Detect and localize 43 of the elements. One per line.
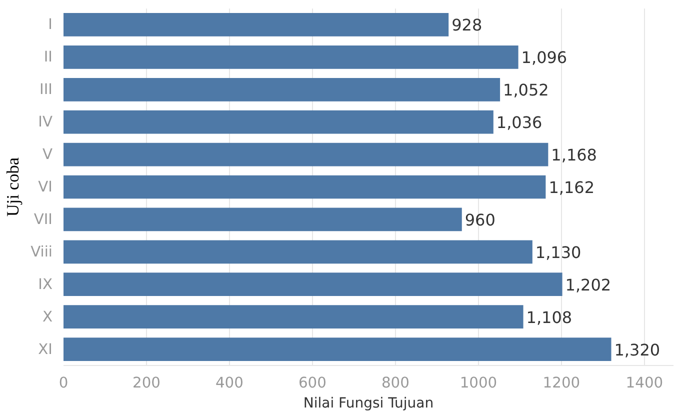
bar — [64, 240, 532, 264]
data-label: 1,052 — [503, 80, 549, 100]
x-tick-label: 1000 — [460, 374, 498, 392]
x-tick-label: 800 — [381, 374, 410, 392]
data-label: 1,036 — [496, 113, 542, 132]
bar — [64, 110, 494, 134]
y-tick-label: Viii — [30, 243, 52, 260]
x-axis-title: Nilai Fungsi Tujuan — [303, 396, 434, 412]
x-tick-label: 0 — [58, 374, 68, 392]
y-axis-title: Uji coba — [4, 157, 23, 217]
bar — [64, 338, 612, 361]
bar — [64, 78, 500, 102]
data-label: 1,130 — [535, 242, 582, 262]
data-label: 1,096 — [521, 48, 568, 68]
y-tick-label: XI — [38, 340, 53, 358]
data-label: 1,162 — [548, 178, 595, 197]
y-tick-label: V — [42, 146, 53, 164]
bar — [64, 175, 546, 199]
y-tick-label: III — [40, 81, 52, 98]
data-label: 1,202 — [565, 275, 612, 294]
y-tick-label: I — [48, 16, 53, 34]
x-tick-label: 1200 — [542, 374, 580, 392]
y-tick-label: IV — [38, 114, 53, 131]
data-label: 1,320 — [614, 340, 660, 360]
data-label: 928 — [452, 16, 482, 35]
x-tick-label: 1400 — [626, 374, 664, 392]
y-tick-label: II — [44, 48, 53, 66]
bar — [64, 46, 518, 69]
x-tick-label: 600 — [298, 374, 326, 392]
bar — [64, 305, 524, 328]
y-tick-label: IX — [38, 276, 53, 293]
y-tick-label: X — [42, 308, 53, 326]
data-label: 960 — [464, 210, 496, 230]
y-tick-label: VI — [38, 178, 53, 196]
bar — [64, 272, 562, 296]
bar — [64, 142, 548, 166]
y-tick-label: VII — [34, 210, 52, 228]
bar — [64, 208, 462, 232]
data-label: 1,168 — [551, 146, 597, 165]
x-tick-label: 200 — [132, 374, 160, 392]
data-label: 1,108 — [526, 308, 572, 327]
bar — [64, 13, 449, 36]
x-tick-label: 400 — [216, 374, 244, 392]
